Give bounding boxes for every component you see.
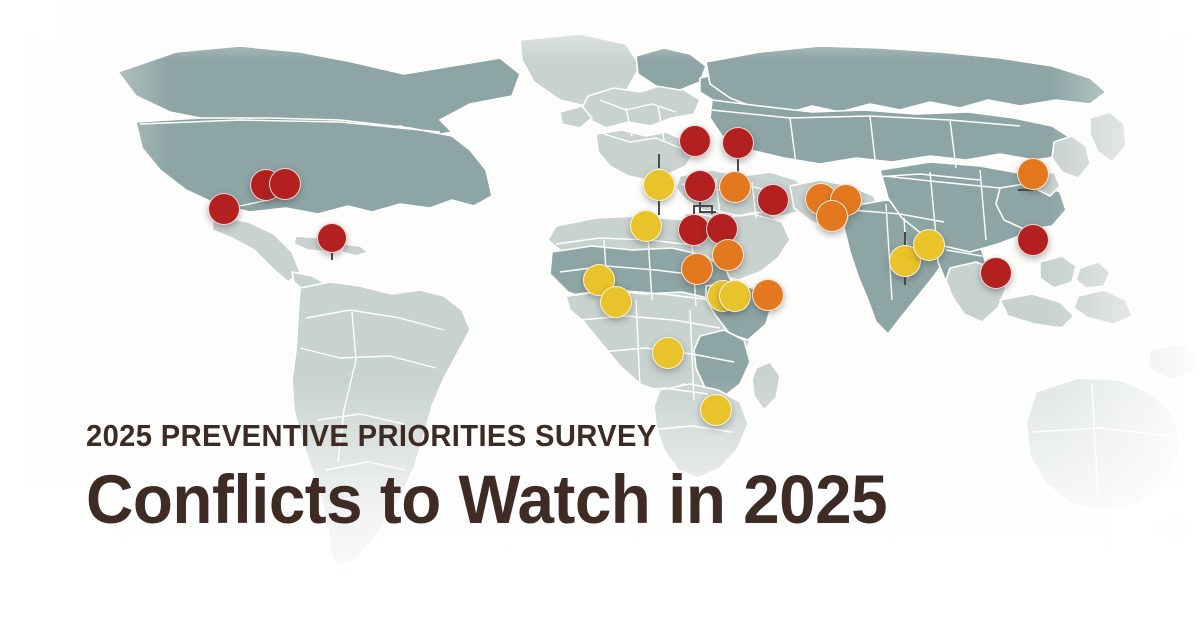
marker-caucasus[interactable] xyxy=(719,171,751,203)
marker-nigeria[interactable] xyxy=(600,286,632,318)
survey-eyebrow: 2025 PREVENTIVE PRIORITIES SURVEY xyxy=(86,418,657,453)
landmass-russia xyxy=(705,45,1107,165)
title-block: 2025 PREVENTIVE PRIORITIES SURVEY Confli… xyxy=(86,420,929,534)
marker-haiti[interactable] xyxy=(317,223,347,253)
marker-iran[interactable] xyxy=(757,184,789,216)
connector-israel-palestine xyxy=(693,205,713,214)
marker-ukraine[interactable] xyxy=(679,125,711,157)
marker-kashmir[interactable] xyxy=(816,200,848,232)
landmass-north-america xyxy=(117,45,521,215)
marker-balkans[interactable] xyxy=(643,169,675,201)
marker-sudan[interactable] xyxy=(681,253,713,285)
marker-somalia[interactable] xyxy=(752,279,784,311)
marker-red-sea[interactable] xyxy=(712,239,744,271)
landmass-europe-west xyxy=(559,85,701,181)
page-title: Conflicts to Watch in 2025 xyxy=(86,461,888,538)
marker-turkiye[interactable] xyxy=(684,170,716,202)
marker-dr-congo[interactable] xyxy=(652,337,684,369)
marker-korean-peninsula[interactable] xyxy=(1017,158,1049,190)
marker-us-mexico-border[interactable] xyxy=(208,193,240,225)
marker-taiwan[interactable] xyxy=(1017,224,1049,256)
marker-russia-west[interactable] xyxy=(722,127,754,159)
marker-myanmar[interactable] xyxy=(913,229,945,261)
marker-us-northeast[interactable] xyxy=(269,168,301,200)
marker-libya[interactable] xyxy=(630,210,662,242)
marker-horn-of-africa[interactable] xyxy=(719,280,751,312)
marker-south-china-sea[interactable] xyxy=(980,257,1012,289)
